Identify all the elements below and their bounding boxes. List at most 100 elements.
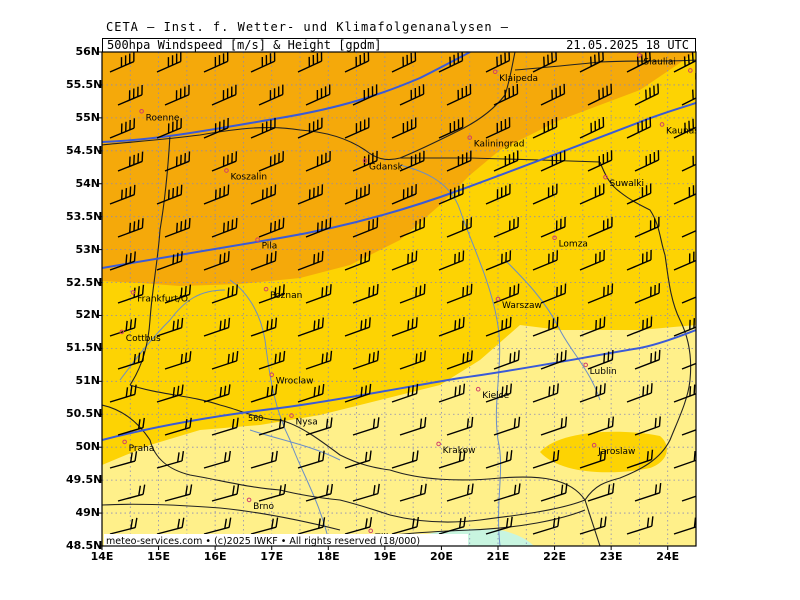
wind-barb — [156, 517, 185, 535]
wind-barb — [485, 183, 511, 205]
wind-barb — [203, 317, 231, 337]
city-marker: Warszaw — [495, 296, 542, 311]
wind-barb — [438, 117, 464, 139]
band-high-area-north — [500, 52, 596, 98]
wind-barb — [305, 217, 332, 238]
wind-barb — [626, 316, 653, 337]
lat-tick-label: 50N — [75, 440, 100, 454]
lat-tick-label: 53N — [75, 242, 100, 256]
country-borders — [102, 52, 696, 546]
wind-barb — [493, 350, 520, 370]
wind-barb — [117, 351, 145, 370]
wind-barb — [438, 250, 465, 271]
wind-barb — [297, 52, 323, 73]
wind-barb — [587, 349, 614, 370]
wind-barb — [344, 184, 370, 205]
wind-barb — [109, 384, 137, 403]
wind-barb — [673, 516, 696, 535]
wind-barb — [211, 217, 238, 238]
city-marker: Kielce — [475, 386, 510, 401]
city-label: Frankfurt/O. — [137, 294, 190, 304]
city-label: Lublin — [590, 367, 617, 377]
wind-barb — [540, 483, 568, 502]
wind-barb — [305, 151, 331, 172]
wind-barb — [399, 150, 425, 172]
city-label: Kaunas — [666, 126, 699, 136]
wind-barb — [211, 151, 238, 172]
lon-tick-label: 22E — [543, 550, 566, 563]
contour-label: 560 — [248, 414, 263, 423]
wind-barb — [117, 284, 145, 304]
wind-barb — [297, 117, 323, 139]
wind-barb — [250, 317, 278, 337]
lon-tick-label: 17E — [260, 550, 284, 563]
lat-tick-label: 48.5N — [66, 539, 103, 552]
wind-barb — [344, 450, 372, 469]
lon-tick-label: 23E — [599, 550, 623, 563]
wind-barb — [109, 451, 138, 469]
wind-barb — [258, 217, 285, 238]
wind-barb — [579, 516, 607, 535]
lon-tick-label: 24E — [656, 550, 680, 563]
wind-barb — [579, 52, 604, 73]
city-marker: Wroclaw — [269, 372, 314, 387]
wind-barb — [438, 317, 465, 337]
city-label: Poznan — [270, 291, 302, 301]
city-marker: Kaliningrad — [467, 135, 525, 150]
wind-barb — [579, 383, 606, 403]
wind-barb — [681, 349, 696, 370]
wind-barb — [164, 417, 192, 436]
wind-barb — [344, 250, 371, 271]
city-marker: Poznan — [263, 286, 302, 301]
wind-barb — [203, 118, 229, 139]
wind-barb — [250, 517, 279, 535]
wind-barb — [446, 350, 473, 370]
wind-barb — [673, 382, 696, 403]
wind-barb — [250, 184, 277, 205]
wind-barb — [540, 283, 567, 304]
wind-barb — [109, 52, 135, 73]
wind-barb — [485, 52, 511, 73]
wind-barb — [352, 217, 379, 238]
wind-barb — [305, 417, 333, 436]
wind-barb — [485, 450, 513, 469]
wind-barb — [634, 349, 661, 370]
lat-tick-label: 55N — [75, 110, 100, 124]
wind-barb — [391, 250, 418, 271]
wind-barb — [391, 317, 418, 337]
wind-barb — [532, 117, 558, 139]
wind-barb — [673, 316, 696, 337]
city-marker: Kaunas — [659, 122, 699, 136]
wind-barb — [211, 484, 240, 502]
wind-barb — [540, 150, 566, 172]
wind-barb — [305, 350, 333, 370]
wind-barb — [211, 84, 237, 106]
wind-barb — [258, 350, 286, 370]
city-label: Warszaw — [502, 301, 542, 311]
wind-barb — [587, 416, 615, 436]
wind-barb — [258, 417, 286, 436]
wind-barb — [305, 483, 334, 502]
wind-barb — [681, 83, 696, 106]
wind-barb — [532, 250, 559, 271]
wind-barbs — [109, 52, 696, 535]
lat-tick-label: 54N — [75, 176, 100, 190]
wind-barb — [493, 217, 519, 238]
lat-tick-label: 55.5N — [66, 77, 103, 91]
wind-barb — [344, 383, 372, 403]
wind-barb — [109, 517, 138, 535]
wind-barb — [250, 52, 276, 73]
wind-barb — [305, 84, 331, 106]
wind-barb — [626, 183, 652, 205]
wind-barb — [540, 216, 566, 238]
wind-barb — [681, 482, 696, 502]
lat-tick-label: 53.5N — [66, 209, 103, 223]
wind-barb — [399, 283, 426, 304]
city-label: Praha — [129, 444, 155, 454]
wind-barb — [164, 217, 191, 238]
city-label: Panevezys — [694, 72, 742, 82]
lat-tick-label: 49.5N — [66, 473, 103, 487]
wind-barb — [352, 84, 378, 106]
wind-barb — [634, 416, 661, 436]
